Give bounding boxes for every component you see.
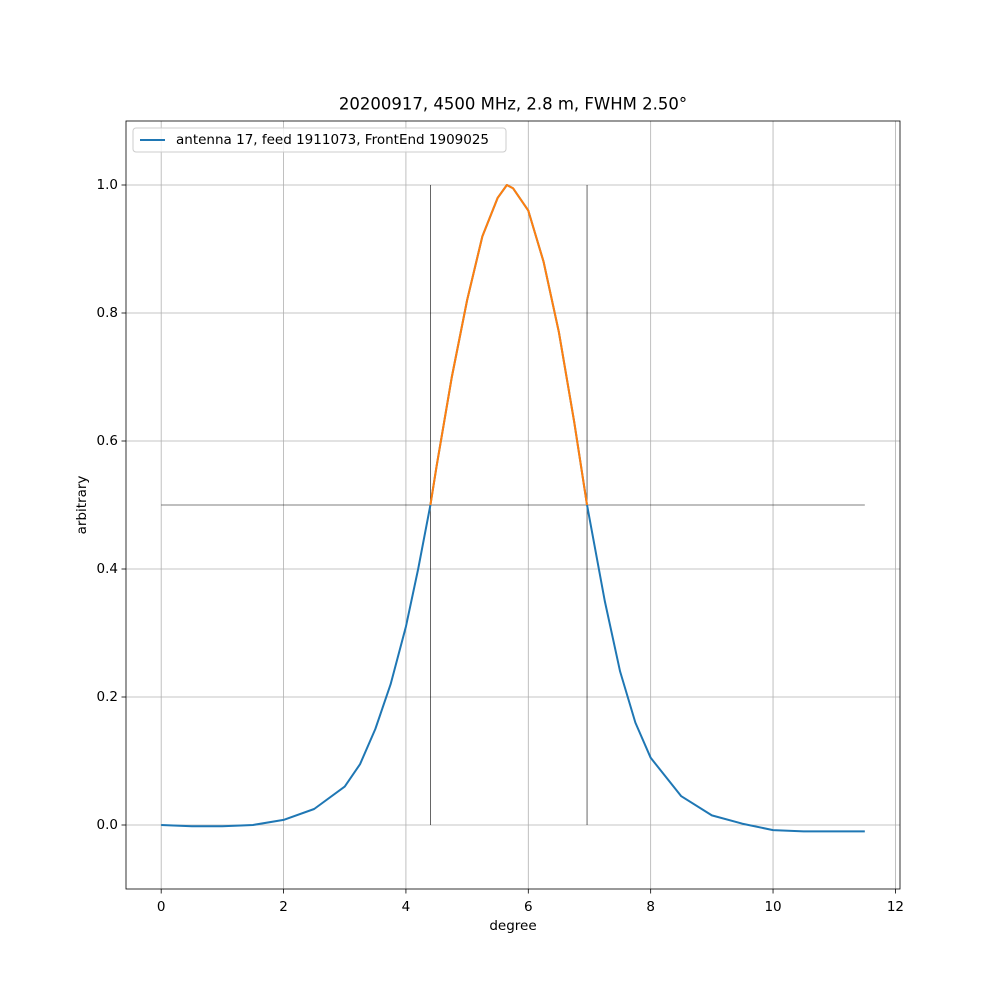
data-line [161, 184, 865, 833]
x-tick-label: 2 [279, 899, 288, 915]
y-tick-label: 0.2 [97, 689, 118, 705]
x-tick-label: 0 [157, 899, 166, 915]
y-tick-label: 0.0 [97, 817, 118, 833]
legend-box [132, 127, 507, 153]
plot-frame [125, 120, 901, 890]
y-tick-label: 0.4 [97, 561, 118, 577]
y-tick-label: 1.0 [97, 177, 118, 193]
y-tick-label: 0.6 [97, 433, 118, 449]
x-tick-label: 12 [887, 899, 904, 915]
chart-title: 20200917, 4500 MHz, 2.8 m, FWHM 2.50° [339, 95, 687, 114]
x-tick-label: 10 [764, 899, 781, 915]
x-axis-label: degree [489, 918, 536, 934]
y-tick-label: 0.8 [97, 305, 118, 321]
y-axis-label: arbitrary [74, 476, 90, 535]
x-tick-label: 8 [646, 899, 655, 915]
x-tick-label: 6 [524, 899, 533, 915]
data-line [429, 184, 589, 506]
x-tick-label: 4 [402, 899, 411, 915]
legend-label: antenna 17, feed 1911073, FrontEnd 19090… [176, 132, 489, 148]
